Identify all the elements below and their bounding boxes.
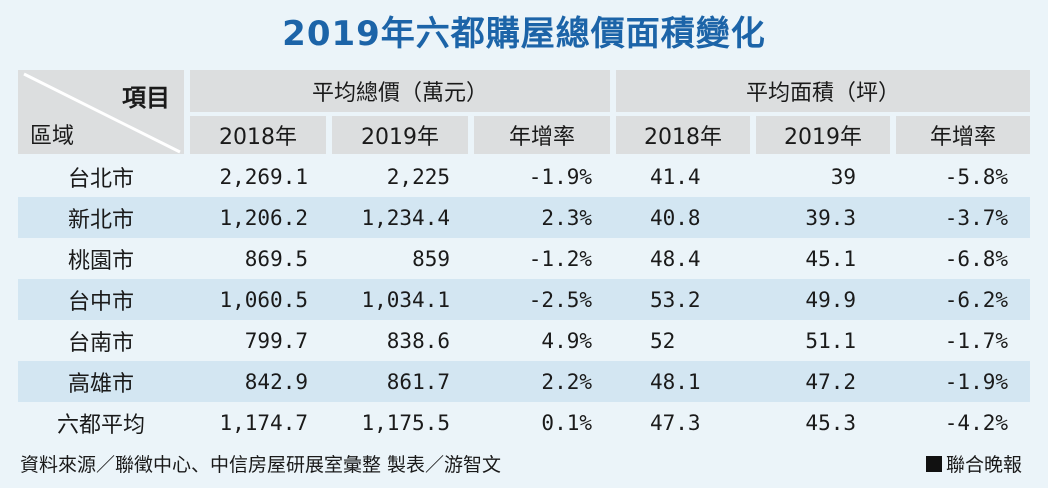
group-header-price: 平均總價（萬元） xyxy=(190,70,610,112)
corner-item-label: 項目 xyxy=(122,84,170,112)
region-cell: 桃園市 xyxy=(67,248,134,274)
price-2018-cell: 1,174.7 xyxy=(219,410,308,435)
page-title: 2019年六都購屋總價面積變化 xyxy=(282,14,766,54)
table-row: 桃園市 869.5 859 -1.2% 48.4 45.1 -6.8% xyxy=(18,238,1030,279)
publisher-name: 聯合晚報 xyxy=(945,454,1022,476)
region-cell: 高雄市 xyxy=(67,371,134,397)
price-2018-cell: 2,269.1 xyxy=(219,164,308,189)
size-2019-cell: 39 xyxy=(830,164,856,189)
price-2018-cell: 1,206.2 xyxy=(219,205,308,230)
table-row: 台南市 799.7 838.6 4.9% 52 51.1 -1.7% xyxy=(18,320,1030,361)
table-row: 台北市 2,269.1 2,225 -1.9% 41.4 39 -5.8% xyxy=(18,156,1030,197)
size-change-cell: -5.8% xyxy=(944,164,1008,189)
black-square-icon xyxy=(925,455,942,472)
size-2018-cell: 53.2 xyxy=(650,287,701,312)
price-2018-cell: 842.9 xyxy=(244,369,308,394)
price-2019-cell: 861.7 xyxy=(386,369,450,394)
price-2019-cell: 838.6 xyxy=(386,328,450,353)
size-change-cell: -6.2% xyxy=(944,287,1008,312)
size-2019-cell: 49.9 xyxy=(805,287,856,312)
size-change-cell: -4.2% xyxy=(944,410,1008,435)
subheader-size-change: 年增率 xyxy=(896,116,1030,154)
size-2018-cell: 48.1 xyxy=(650,369,701,394)
table-row-average: 六都平均 1,174.7 1,175.5 0.1% 47.3 45.3 -4.2… xyxy=(18,402,1030,443)
subheader-price-2019: 2019年 xyxy=(332,116,468,154)
table-row: 新北市 1,206.2 1,234.4 2.3% 40.8 39.3 -3.7% xyxy=(18,197,1030,238)
region-cell: 六都平均 xyxy=(56,412,145,438)
price-2019-cell: 1,175.5 xyxy=(361,410,450,435)
price-2019-cell: 2,225 xyxy=(386,164,450,189)
group-header-size: 平均面積（坪） xyxy=(616,70,1030,112)
price-2019-cell: 1,034.1 xyxy=(361,287,450,312)
region-cell: 新北市 xyxy=(67,207,134,233)
size-change-cell: -6.8% xyxy=(944,246,1008,271)
size-2018-cell: 47.3 xyxy=(650,410,701,435)
publisher-credit: 聯合晚報 xyxy=(925,450,1022,477)
corner-area-label: 區域 xyxy=(30,124,75,149)
price-change-cell: 2.2% xyxy=(541,369,592,394)
region-cell: 台北市 xyxy=(67,166,134,192)
price-2019-cell: 1,234.4 xyxy=(361,205,450,230)
price-change-cell: -1.2% xyxy=(528,246,592,271)
price-2018-cell: 869.5 xyxy=(244,246,308,271)
price-change-cell: -1.9% xyxy=(528,164,592,189)
size-2018-cell: 52 xyxy=(650,328,676,353)
table-row: 台中市 1,060.5 1,034.1 -2.5% 53.2 49.9 -6.2… xyxy=(18,279,1030,320)
size-change-cell: -3.7% xyxy=(944,205,1008,230)
size-2018-cell: 48.4 xyxy=(650,246,701,271)
region-cell: 台南市 xyxy=(67,330,134,356)
subheader-size-2019: 2019年 xyxy=(756,116,890,154)
price-2018-cell: 799.7 xyxy=(244,328,308,353)
table-row: 高雄市 842.9 861.7 2.2% 48.1 47.2 -1.9% xyxy=(18,361,1030,402)
price-2018-cell: 1,060.5 xyxy=(219,287,308,312)
diagonal-divider xyxy=(23,72,181,154)
size-2019-cell: 39.3 xyxy=(805,205,856,230)
price-change-cell: 0.1% xyxy=(541,410,592,435)
size-change-cell: -1.9% xyxy=(944,369,1008,394)
price-change-cell: 4.9% xyxy=(541,328,592,353)
price-2019-cell: 859 xyxy=(412,246,450,271)
corner-header-cell: 項目 區域 xyxy=(18,70,184,154)
size-change-cell: -1.7% xyxy=(944,328,1008,353)
size-2019-cell: 51.1 xyxy=(805,328,856,353)
size-2019-cell: 45.1 xyxy=(805,246,856,271)
source-credit: 資料來源／聯徵中心、中信房屋研展室彙整 製表／游智文 xyxy=(20,454,502,476)
subheader-price-2018: 2018年 xyxy=(190,116,326,154)
price-change-cell: -2.5% xyxy=(528,287,592,312)
size-2019-cell: 45.3 xyxy=(805,410,856,435)
subheader-price-change: 年增率 xyxy=(474,116,610,154)
subheader-size-2018: 2018年 xyxy=(616,116,750,154)
size-2018-cell: 40.8 xyxy=(650,205,701,230)
size-2018-cell: 41.4 xyxy=(650,164,701,189)
data-table: 項目 區域 平均總價（萬元） 平均面積（坪） 2018年 2019年 年增率 2… xyxy=(18,70,1030,440)
region-cell: 台中市 xyxy=(67,289,134,315)
size-2019-cell: 47.2 xyxy=(805,369,856,394)
price-change-cell: 2.3% xyxy=(541,205,592,230)
